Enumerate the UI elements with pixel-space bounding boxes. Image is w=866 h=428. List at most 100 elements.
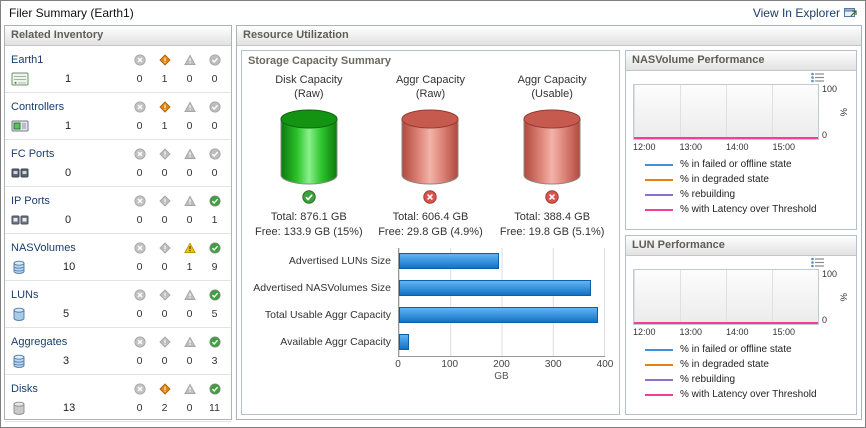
failed-count: 0 [136, 354, 143, 367]
bar-0[interactable] [399, 253, 499, 270]
ok-status-icon [208, 194, 221, 207]
inventory-item-label[interactable]: Disks [11, 382, 38, 395]
warning-count: 0 [186, 213, 193, 226]
inventory-item-label[interactable]: Earth1 [11, 53, 44, 66]
inventory-row-aggregates[interactable]: Aggregates 3 0 0 0 3 [5, 328, 231, 375]
legend-line-swatch [645, 193, 673, 196]
inventory-item-label[interactable]: Controllers [11, 100, 65, 113]
failed-status-icon [133, 53, 146, 66]
inventory-item-label[interactable]: Aggregates [11, 335, 68, 348]
axis-tick-label: 200 [493, 358, 510, 370]
bar-3[interactable] [399, 334, 410, 351]
y-axis-unit: % [837, 292, 849, 302]
bar-category-label: Available Aggr Capacity [280, 336, 391, 349]
y-axis: 100 0 [819, 84, 837, 140]
degraded-status-icon [158, 53, 171, 66]
ok-count: 1 [211, 213, 218, 226]
aggregates-icon [13, 354, 25, 368]
inventory-row-disks[interactable]: Disks 13 0 2 0 11 [5, 375, 231, 422]
luns-icon [13, 307, 25, 321]
degraded-count: 0 [161, 213, 168, 226]
inventory-item-label[interactable]: IP Ports [11, 194, 50, 207]
failed-count: 0 [136, 213, 143, 226]
legend-label: % with Latency over Threshold [680, 389, 817, 400]
ok-count: 0 [211, 166, 218, 179]
inventory-row-luns[interactable]: LUNs 5 0 0 0 5 [5, 281, 231, 328]
performance-chart-body: 100 0 % 12:00 13:00 14:00 15:00 % in failed… [626, 256, 856, 414]
inventory-item-label[interactable]: FC Ports [11, 147, 55, 160]
legend-item: % rebuilding [645, 372, 849, 387]
x-axis-tick-label: 15:00 [772, 142, 796, 152]
legend-label: % rebuilding [680, 189, 736, 200]
gauge-free: Free: 29.8 GB (4.9%) [378, 225, 483, 238]
axis-tick-label: 100 [441, 358, 459, 370]
bar-1[interactable] [399, 280, 592, 297]
warning-status-icon [183, 147, 196, 159]
explorer-window-icon [844, 7, 857, 19]
gauge-label: Aggr Capacity (Usable) [517, 74, 587, 101]
legend-label: % with Latency over Threshold [680, 204, 817, 215]
degraded-status-icon [158, 241, 171, 254]
ok-status-icon [208, 147, 221, 160]
inventory-row-ip-ports[interactable]: IP Ports 0 0 0 0 1 [5, 187, 231, 234]
capacity-cylinder-red [401, 109, 459, 185]
fc-ports-icon [11, 168, 29, 177]
related-inventory-header: Related Inventory [5, 26, 231, 46]
chart-options-icon[interactable] [811, 72, 825, 83]
failed-count: 0 [136, 166, 143, 179]
y-axis-min-label: 0 [822, 315, 828, 325]
gauge-free: Free: 19.8 GB (5.1%) [499, 225, 605, 238]
failed-status-icon [133, 241, 146, 254]
legend-line-swatch [645, 348, 673, 351]
view-in-explorer-label: View In Explorer [752, 6, 840, 20]
ok-status-icon [302, 189, 316, 204]
inventory-item-count: 10 [63, 260, 76, 273]
legend-line-swatch [645, 163, 673, 166]
y-axis-max-label: 100 [822, 269, 838, 279]
legend-item: % rebuilding [645, 187, 849, 202]
inventory-row-earth1[interactable]: Earth1 1 0 1 0 0 [5, 46, 231, 93]
bar-row: Advertised NASVolumes Size [248, 274, 605, 302]
degraded-status-icon [158, 288, 171, 301]
main-content: Related Inventory Earth1 1 0 1 0 0 Controllers… [1, 25, 865, 423]
inventory-row-nasvolumes[interactable]: NASVolumes 10 0 0 1 9 [5, 234, 231, 281]
performance-chart-plot[interactable] [633, 269, 819, 325]
warning-status-icon [183, 53, 196, 65]
warning-status-icon [183, 288, 196, 300]
chart-options-icon[interactable] [811, 257, 825, 268]
inventory-item-count: 0 [65, 213, 72, 226]
inventory-item-label[interactable]: NASVolumes [11, 241, 76, 254]
bar-category-label: Advertised NASVolumes Size [253, 282, 391, 295]
warning-count: 0 [186, 72, 193, 85]
bar-2[interactable] [399, 307, 598, 324]
inventory-row-controllers[interactable]: Controllers 1 0 1 0 0 [5, 93, 231, 140]
legend-item: % with Latency over Threshold [645, 202, 849, 217]
warning-status-icon [183, 100, 196, 112]
inventory-row-fc-ports[interactable]: FC Ports 0 0 0 0 0 [5, 140, 231, 187]
performance-chart-plot[interactable] [633, 84, 819, 140]
latency-series-line [634, 137, 818, 139]
warning-count: 0 [186, 354, 193, 367]
x-axis-tick-label: 14:00 [726, 327, 749, 337]
controllers-icon [11, 120, 29, 131]
failed-status-icon [133, 147, 146, 160]
x-axis-labels: 12:00 13:00 14:00 15:00 [633, 327, 849, 337]
y-axis: 100 0 [819, 269, 837, 325]
ok-count: 0 [211, 119, 218, 132]
view-in-explorer-link[interactable]: View In Explorer [753, 6, 857, 20]
legend-item: % in failed or offline state [645, 157, 849, 172]
warning-status-icon [183, 194, 196, 206]
legend-line-swatch [645, 378, 673, 381]
y-axis-unit: % [837, 107, 849, 117]
inventory-item-count: 5 [63, 307, 70, 320]
resource-utilization-panel: Resource Utilization Storage Capacity Su… [236, 25, 862, 420]
inventory-item-label[interactable]: LUNs [11, 288, 39, 301]
degraded-count: 0 [161, 307, 168, 320]
x-axis-tick-label: 12:00 [633, 327, 656, 337]
ok-count: 0 [211, 72, 218, 85]
nasvolume-performance-panel: NASVolume Performance 100 0 % 12:00 13:00… [625, 50, 857, 230]
bar-row: Total Usable Aggr Capacity [248, 301, 605, 329]
failed-status-icon [133, 100, 146, 113]
axis-tick-label: 0 [395, 358, 401, 370]
